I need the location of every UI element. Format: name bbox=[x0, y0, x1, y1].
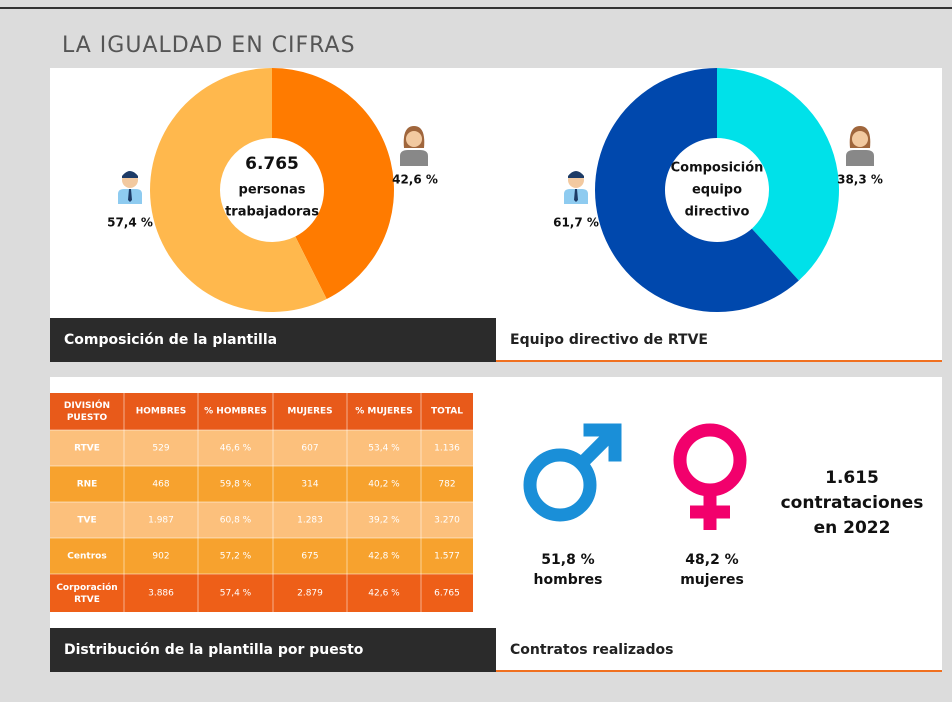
table-cell: RNE bbox=[77, 480, 98, 490]
table-cell: % HOMBRES bbox=[204, 407, 267, 417]
table-cell: 314 bbox=[301, 480, 318, 490]
table-cell: 42,6 % bbox=[368, 589, 400, 599]
table-cell: 59,8 % bbox=[220, 480, 252, 490]
table-cell: 53,4 % bbox=[368, 444, 400, 454]
donut-slice bbox=[149, 68, 327, 312]
caption-bar bbox=[50, 628, 496, 672]
contract-text: mujeres bbox=[680, 572, 744, 588]
contract-text: 51,8 % bbox=[541, 552, 594, 568]
table-cell: HOMBRES bbox=[136, 407, 187, 417]
center-label: trabajadoras bbox=[225, 205, 319, 220]
table-cell: 46,6 % bbox=[220, 444, 252, 454]
table-cell: 3.886 bbox=[148, 589, 174, 599]
table-cell: TOTAL bbox=[431, 407, 463, 417]
table-row bbox=[50, 430, 473, 466]
donut-slice bbox=[717, 68, 839, 281]
table-cell: TVE bbox=[77, 516, 96, 526]
caption: Distribución de la plantilla por puesto bbox=[64, 642, 364, 658]
contract-text: en 2022 bbox=[814, 518, 891, 538]
table-row bbox=[50, 466, 473, 502]
man-icon bbox=[118, 171, 142, 204]
center-label: 6.765 bbox=[245, 154, 299, 174]
page-title: LA IGUALDAD EN CIFRAS bbox=[62, 33, 356, 58]
woman-icon bbox=[400, 126, 428, 166]
contract-text: 48,2 % bbox=[685, 552, 738, 568]
table-cell: 1.283 bbox=[297, 516, 323, 526]
female-symbol bbox=[673, 423, 747, 530]
table-cell: 60,8 % bbox=[220, 516, 252, 526]
center-label: directivo bbox=[685, 205, 750, 220]
caption: Contratos realizados bbox=[510, 642, 673, 658]
table-cell: 1.577 bbox=[434, 552, 460, 562]
center-label: Composición bbox=[671, 161, 764, 176]
table-cell: 57,2 % bbox=[220, 552, 252, 562]
table-cell: DIVISIÓN PUESTO bbox=[64, 399, 110, 423]
caption: Equipo directivo de RTVE bbox=[510, 332, 708, 348]
table-cell: 39,2 % bbox=[368, 516, 400, 526]
table-cell: 902 bbox=[152, 552, 169, 562]
contract-text: 1.615 bbox=[825, 468, 879, 488]
woman-icon bbox=[846, 126, 874, 166]
table-cell: % MUJERES bbox=[355, 407, 412, 417]
table-cell: MUJERES bbox=[287, 407, 332, 417]
table-cell: 1.136 bbox=[434, 444, 460, 454]
donut-slice bbox=[272, 68, 394, 300]
man-icon bbox=[564, 171, 588, 204]
donut-slice bbox=[595, 68, 799, 313]
table-row bbox=[50, 574, 473, 612]
caption-bar bbox=[50, 318, 496, 362]
table-cell: 2.879 bbox=[297, 589, 323, 599]
table-cell: 6.765 bbox=[434, 589, 460, 599]
table-cell: 57,4 % bbox=[220, 589, 252, 599]
table-row bbox=[50, 502, 473, 538]
table-header bbox=[50, 393, 473, 430]
contract-text: hombres bbox=[534, 572, 603, 588]
center-label: equipo bbox=[692, 183, 742, 198]
contract-text: contrataciones bbox=[781, 493, 924, 513]
table-cell: RTVE bbox=[74, 444, 100, 454]
value-label: 61,7 % bbox=[553, 216, 599, 230]
male-symbol bbox=[523, 423, 622, 522]
table-cell: 42,8 % bbox=[368, 552, 400, 562]
caption: Composición de la plantilla bbox=[64, 332, 277, 348]
table-cell: 40,2 % bbox=[368, 480, 400, 490]
table-cell: 607 bbox=[301, 444, 318, 454]
table-cell: 468 bbox=[152, 480, 169, 490]
table-cell: 1.987 bbox=[148, 516, 174, 526]
table-cell: 3.270 bbox=[434, 516, 460, 526]
center-label: personas bbox=[239, 183, 306, 198]
table-cell: Corporación RTVE bbox=[56, 582, 117, 605]
table-cell: Centros bbox=[67, 552, 106, 562]
value-label: 38,3 % bbox=[837, 173, 883, 187]
table-cell: 782 bbox=[438, 480, 455, 490]
table-row bbox=[50, 538, 473, 574]
value-label: 42,6 % bbox=[392, 173, 438, 187]
value-label: 57,4 % bbox=[107, 216, 153, 230]
table-cell: 529 bbox=[152, 444, 169, 454]
table-cell: 675 bbox=[301, 552, 318, 562]
